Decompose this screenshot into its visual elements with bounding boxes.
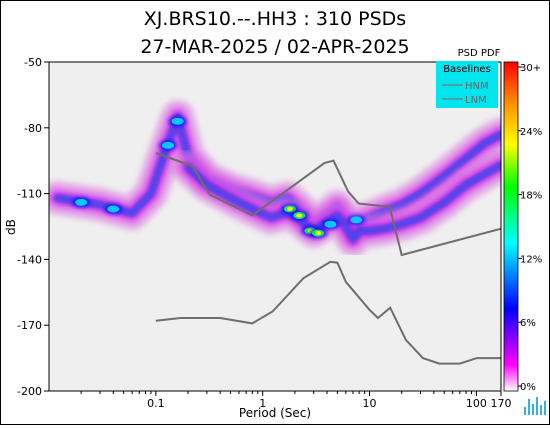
- baselines-legend: Baselines HNM LNM: [436, 61, 498, 108]
- psd-density-band-1-3: [186, 163, 501, 242]
- hnm-line: [155, 152, 501, 257]
- x-tick-label: 0.1: [147, 397, 165, 410]
- chart-subtitle: 27-MAR-2025 / 02-APR-2025: [140, 36, 409, 58]
- legend-hnm-label: HNM: [465, 81, 489, 92]
- y-axis-label: dB: [4, 219, 18, 235]
- colorbar-ticks: 30+ 24% 18% 12% 6% 0%: [518, 63, 542, 393]
- y-tick-label: -50: [24, 56, 42, 69]
- x-tick-label: 100: [466, 397, 487, 410]
- x-tick-label: 10: [363, 397, 377, 410]
- y-tick-label: -140: [17, 253, 42, 266]
- y-tick-label: -110: [17, 188, 42, 201]
- pdf-hotspot: [72, 197, 91, 208]
- colorbar-tick-label: 18%: [520, 191, 542, 202]
- colorbar-tick-label: 6%: [520, 318, 536, 329]
- pdf-hotspot: [104, 203, 123, 214]
- y-tick-label: -170: [17, 319, 42, 332]
- y-tick-label: -80: [24, 122, 42, 135]
- lnm-line: [155, 260, 501, 365]
- pdf-hotspot: [347, 214, 366, 225]
- legend-lnm-label: LNM: [465, 95, 487, 106]
- chart-title: XJ.BRS10.--.HH3 : 310 PSDs: [144, 8, 406, 30]
- pdf-hotspot: [290, 210, 309, 221]
- x-tick-label: 1: [259, 397, 266, 410]
- axes: 0.1 1 10 100 170 -50 -80 -110 -140 -170 -200: [17, 56, 511, 410]
- colorbar-tick-label: 12%: [520, 254, 542, 265]
- y-tick-label: -200: [17, 385, 42, 398]
- pdf-hotspot: [321, 219, 340, 230]
- pdf-hotspot: [168, 116, 187, 127]
- psd-density-layer: [49, 99, 501, 257]
- pdf-hotspot: [159, 140, 178, 151]
- colorbar-tick-label: 24%: [520, 127, 542, 138]
- noise-model-layer: [155, 152, 501, 365]
- colorbar: [503, 61, 519, 392]
- legend-title: Baselines: [443, 64, 491, 75]
- x-axis-label: Period (Sec): [239, 406, 311, 420]
- pdf-hotspot: [309, 228, 328, 239]
- colorbar-title: PSD PDF: [458, 48, 501, 59]
- colorbar-tick-label: 0%: [520, 382, 536, 393]
- x-tick-label: 170: [491, 397, 512, 410]
- plot-border: [48, 61, 502, 392]
- waveform-logo: [524, 397, 546, 415]
- colorbar-tick-label: 30+: [520, 63, 541, 74]
